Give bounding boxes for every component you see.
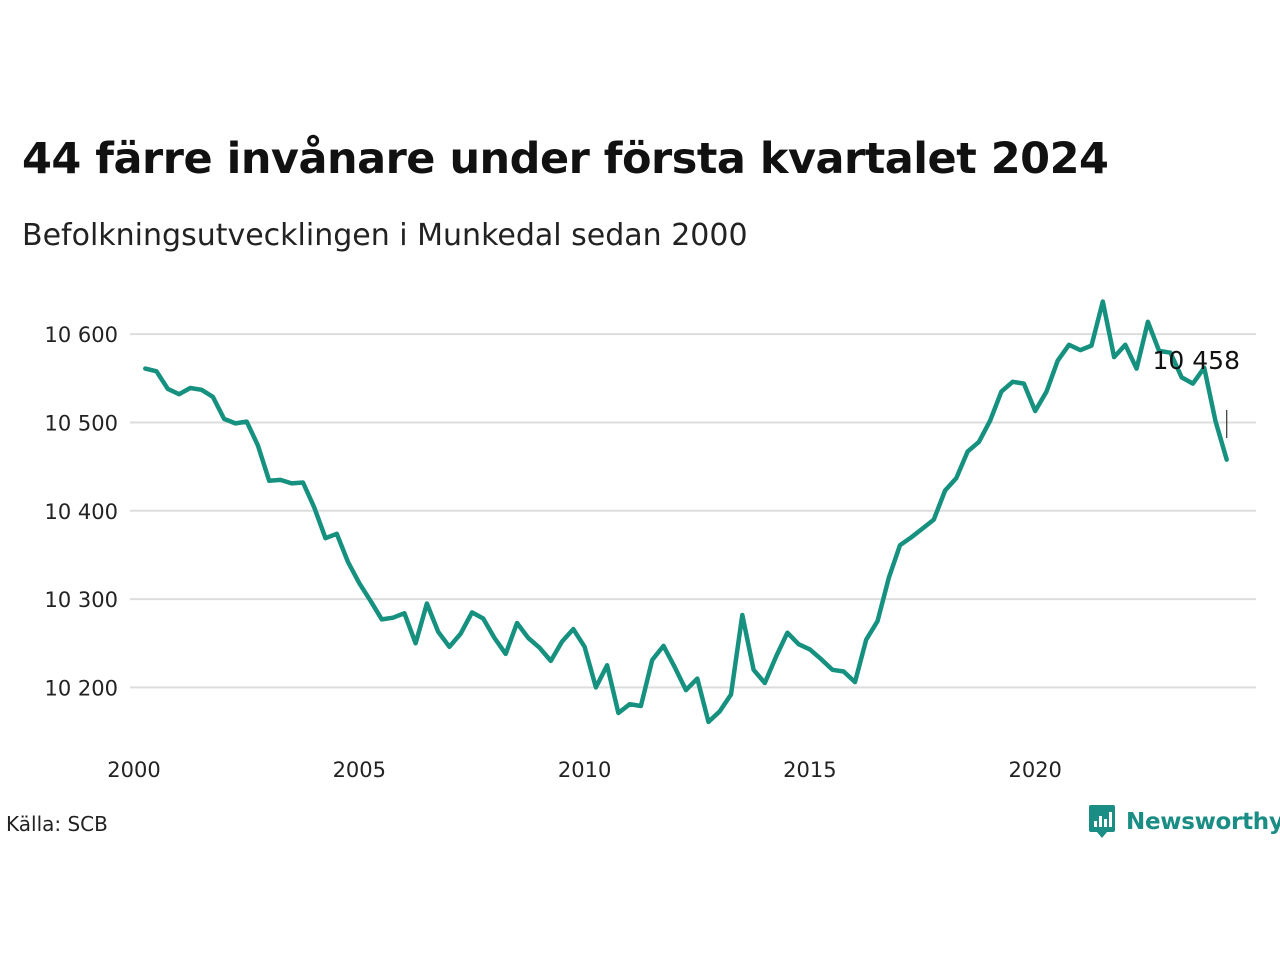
- newsworthy-icon: [1089, 805, 1115, 838]
- end-value-label: 10 458: [1153, 346, 1240, 375]
- grid-lines: [130, 333, 1256, 689]
- y-tick-label: 10 500: [45, 411, 118, 435]
- y-axis: 10 200 10 300 10 400 10 500 10 600: [45, 323, 118, 700]
- chart-title: 44 färre invånare under första kvartalet…: [22, 134, 1109, 184]
- end-label-group: 10 458: [1153, 346, 1240, 438]
- source-note: Källa: SCB: [6, 812, 108, 836]
- x-tick-label: 2000: [107, 758, 160, 782]
- series-group: [143, 299, 1229, 725]
- x-axis: 2000 2005 2010 2015 2020: [107, 758, 1062, 782]
- x-tick-label: 2015: [783, 758, 836, 782]
- series-line-0: [143, 299, 1229, 725]
- x-tick-label: 2020: [1008, 758, 1061, 782]
- y-tick-label: 10 400: [45, 500, 118, 524]
- y-tick-label: 10 200: [45, 676, 118, 700]
- x-tick-label: 2010: [558, 758, 611, 782]
- chart-subtitle: Befolkningsutvecklingen i Munkedal sedan…: [22, 218, 748, 253]
- brand-name: Newsworthy: [1126, 809, 1280, 835]
- x-tick-label: 2005: [333, 758, 386, 782]
- brand-logo: Newsworthy: [1088, 804, 1280, 840]
- y-tick-label: 10 600: [45, 323, 118, 347]
- y-tick-label: 10 300: [45, 588, 118, 612]
